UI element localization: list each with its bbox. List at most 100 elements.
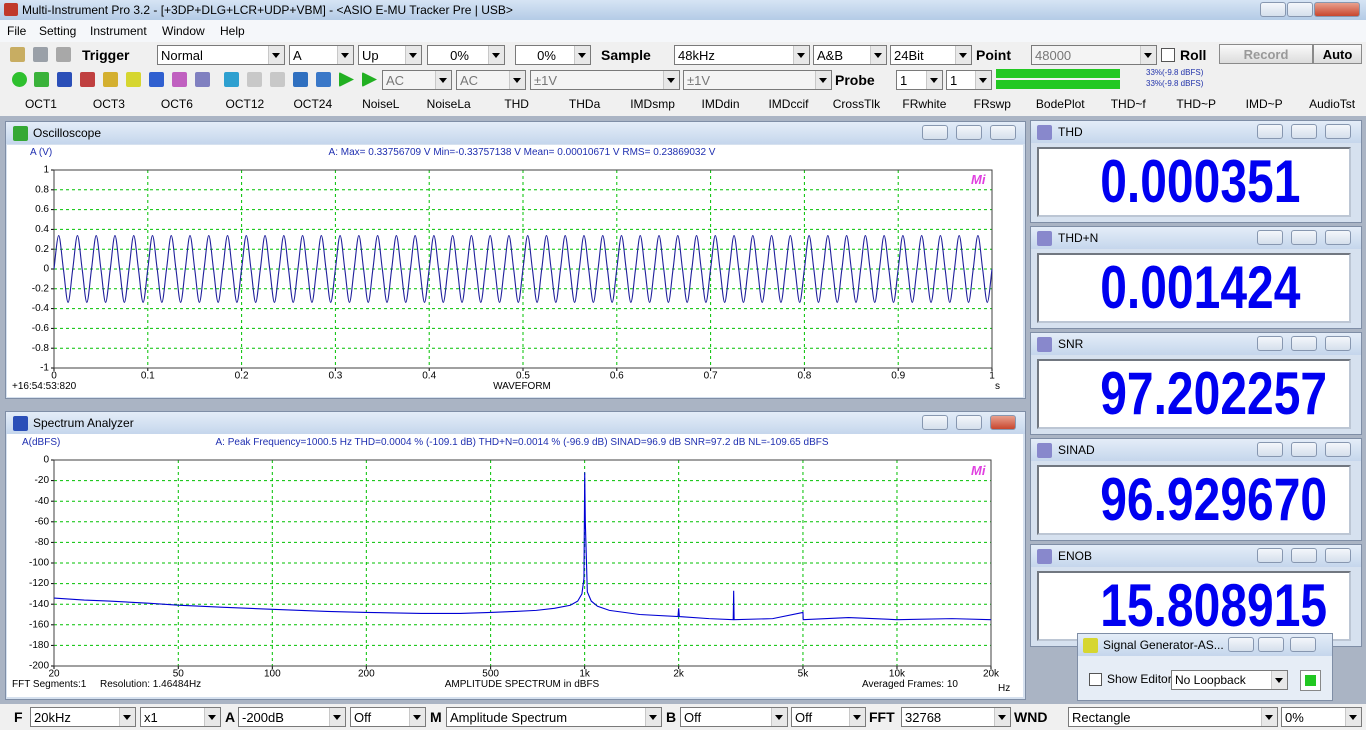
run-button[interactable] bbox=[1300, 670, 1321, 691]
test-button[interactable]: OCT24 bbox=[293, 97, 333, 111]
fft-size[interactable]: 32768 bbox=[901, 707, 1011, 727]
coupling-b[interactable]: AC bbox=[456, 70, 526, 90]
play-icon[interactable] bbox=[339, 72, 354, 87]
test-button[interactable]: OCT3 bbox=[92, 97, 125, 111]
maximize-button[interactable] bbox=[1258, 637, 1284, 652]
maximize-button[interactable] bbox=[1287, 2, 1313, 17]
channels[interactable]: A&B bbox=[813, 45, 887, 65]
sample-rate[interactable]: 48kHz bbox=[674, 45, 810, 65]
minimize-button[interactable] bbox=[922, 125, 948, 140]
maximize-button[interactable] bbox=[1291, 548, 1317, 563]
close-button[interactable] bbox=[1314, 2, 1360, 17]
floor[interactable]: -200dB bbox=[238, 707, 346, 727]
zoom[interactable]: x1 bbox=[140, 707, 221, 727]
range-b[interactable]: ±1V bbox=[683, 70, 832, 90]
test-button[interactable]: CrossTlk bbox=[832, 97, 881, 111]
test-button[interactable]: THDa bbox=[568, 97, 601, 111]
b-mode[interactable]: Off bbox=[680, 707, 788, 727]
maximize-button[interactable] bbox=[1291, 336, 1317, 351]
menu-item[interactable]: Setting bbox=[39, 24, 77, 38]
minimize-button[interactable] bbox=[1257, 336, 1283, 351]
test-button[interactable]: OCT1 bbox=[24, 97, 57, 111]
calib-b-icon[interactable] bbox=[270, 72, 285, 87]
test-button[interactable]: OCT12 bbox=[225, 97, 265, 111]
range-a[interactable]: ±1V bbox=[530, 70, 680, 90]
bit-depth[interactable]: 24Bit bbox=[890, 45, 972, 65]
calib-a-icon[interactable] bbox=[247, 72, 262, 87]
a-mode[interactable]: Off bbox=[350, 707, 426, 727]
menu-item[interactable]: Instrument bbox=[90, 24, 147, 38]
window-function[interactable]: Rectangle bbox=[1068, 707, 1278, 727]
play-once-icon[interactable] bbox=[362, 72, 377, 87]
overlap[interactable]: 0% bbox=[1281, 707, 1362, 727]
test-button[interactable]: NoiseL bbox=[362, 97, 400, 111]
show-editor-checkbox[interactable] bbox=[1089, 673, 1102, 686]
minimize-button[interactable] bbox=[1257, 442, 1283, 457]
test-button[interactable]: THD bbox=[504, 97, 529, 111]
test-button[interactable]: IMDsmp bbox=[630, 97, 675, 111]
b-mode-2[interactable]: Off bbox=[791, 707, 866, 727]
record-button[interactable]: Record bbox=[1219, 44, 1313, 64]
loopback[interactable]: No Loopback bbox=[1171, 670, 1288, 690]
ddp-icon[interactable] bbox=[172, 72, 187, 87]
menu-item[interactable]: Help bbox=[220, 24, 245, 38]
frequency[interactable]: 20kHz bbox=[30, 707, 136, 727]
close-button[interactable] bbox=[990, 415, 1016, 430]
minimize-button[interactable] bbox=[922, 415, 948, 430]
print-icon[interactable] bbox=[56, 47, 71, 62]
auto-button[interactable]: Auto bbox=[1313, 44, 1362, 64]
trigger-edge[interactable]: Up bbox=[358, 45, 422, 65]
menu-item[interactable]: File bbox=[7, 24, 27, 38]
roll-checkbox[interactable] bbox=[1161, 48, 1175, 62]
close-button[interactable] bbox=[1325, 124, 1351, 139]
test-button[interactable]: FRswp bbox=[973, 97, 1011, 111]
close-button[interactable] bbox=[1325, 230, 1351, 245]
minimize-button[interactable] bbox=[1260, 2, 1286, 17]
close-button[interactable] bbox=[1325, 442, 1351, 457]
test-button[interactable]: THD~f bbox=[1110, 97, 1146, 111]
minimize-button[interactable] bbox=[1228, 637, 1254, 652]
probe-b[interactable]: 1 bbox=[946, 70, 992, 90]
save-icon[interactable] bbox=[33, 47, 48, 62]
maximize-button[interactable] bbox=[1291, 442, 1317, 457]
meter-icon[interactable] bbox=[126, 72, 141, 87]
test-button[interactable]: FRwhite bbox=[902, 97, 947, 111]
maximize-button[interactable] bbox=[1291, 230, 1317, 245]
test-button[interactable]: THD~P bbox=[1176, 97, 1217, 111]
test-button[interactable]: BodePlot bbox=[1035, 97, 1085, 111]
maximize-button[interactable] bbox=[1291, 124, 1317, 139]
close-button[interactable] bbox=[990, 125, 1016, 140]
run-icon[interactable] bbox=[12, 72, 27, 87]
test-button[interactable]: IMDdin bbox=[701, 97, 740, 111]
trigger-delay[interactable]: 0% bbox=[515, 45, 591, 65]
spectrum-icon[interactable] bbox=[57, 72, 72, 87]
minimize-button[interactable] bbox=[1257, 124, 1283, 139]
spectrogram-icon[interactable] bbox=[103, 72, 118, 87]
test-button[interactable]: AudioTst bbox=[1309, 97, 1356, 111]
test-button[interactable]: NoiseLa bbox=[426, 97, 471, 111]
probe-icon[interactable] bbox=[293, 72, 308, 87]
maximize-button[interactable] bbox=[956, 415, 982, 430]
trigger-mode[interactable]: Normal bbox=[157, 45, 285, 65]
open-icon[interactable] bbox=[10, 47, 25, 62]
test-button[interactable]: OCT6 bbox=[160, 97, 193, 111]
probe-a[interactable]: 1 bbox=[896, 70, 943, 90]
menu-item[interactable]: Window bbox=[162, 24, 205, 38]
close-button[interactable] bbox=[1325, 548, 1351, 563]
close-button[interactable] bbox=[1325, 336, 1351, 351]
maximize-button[interactable] bbox=[956, 125, 982, 140]
minimize-button[interactable] bbox=[1257, 230, 1283, 245]
osc-icon[interactable] bbox=[34, 72, 49, 87]
close-button[interactable] bbox=[1290, 637, 1316, 652]
phase-icon[interactable] bbox=[80, 72, 95, 87]
mode[interactable]: Amplitude Spectrum bbox=[446, 707, 662, 727]
points[interactable]: 48000 bbox=[1031, 45, 1157, 65]
dmm-icon[interactable] bbox=[149, 72, 164, 87]
test-button[interactable]: IMD~P bbox=[1245, 97, 1283, 111]
generator-icon[interactable] bbox=[224, 72, 239, 87]
minimize-button[interactable] bbox=[1257, 548, 1283, 563]
trigger-level[interactable]: 0% bbox=[427, 45, 505, 65]
coupling-a[interactable]: AC bbox=[382, 70, 452, 90]
ddp2-icon[interactable] bbox=[195, 72, 210, 87]
test-button[interactable]: IMDccif bbox=[768, 97, 809, 111]
